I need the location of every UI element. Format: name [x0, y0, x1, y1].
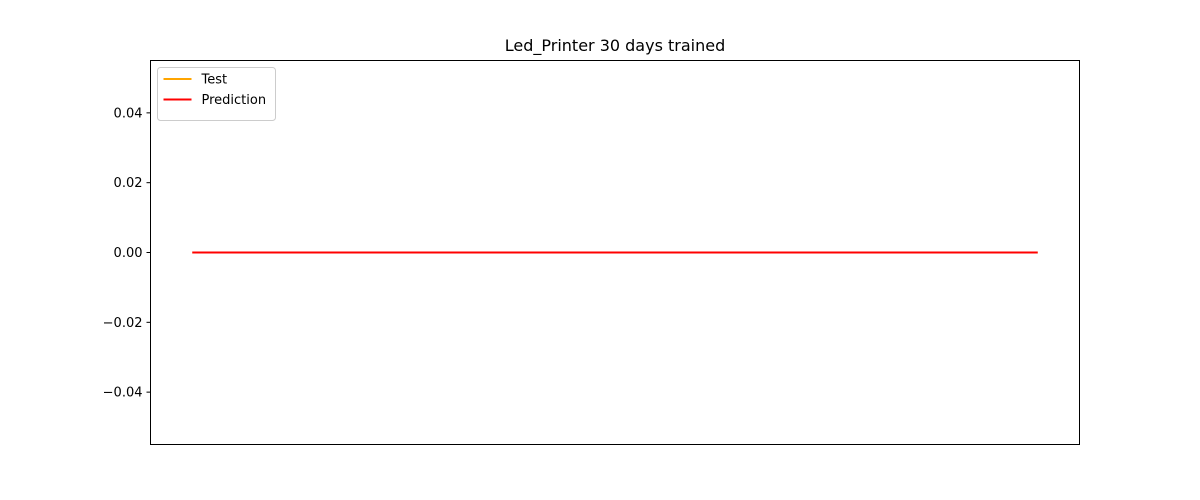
y-tick-label: 0.04	[114, 106, 143, 121]
chart-title: Led_Printer 30 days trained	[505, 36, 725, 56]
y-axis: 0.04 0.02 0.00 −0.02 −0.04	[103, 106, 151, 401]
y-tick-label: −0.02	[103, 316, 143, 331]
legend: Test Prediction	[157, 67, 276, 121]
y-tick-label: 0.02	[114, 176, 143, 191]
legend-box	[157, 67, 276, 121]
y-tick-label: −0.04	[103, 386, 143, 401]
y-tick-label: 0.00	[114, 246, 143, 261]
legend-label-test: Test	[201, 73, 228, 88]
plot-frame	[150, 60, 1080, 445]
legend-label-prediction: Prediction	[202, 93, 267, 108]
